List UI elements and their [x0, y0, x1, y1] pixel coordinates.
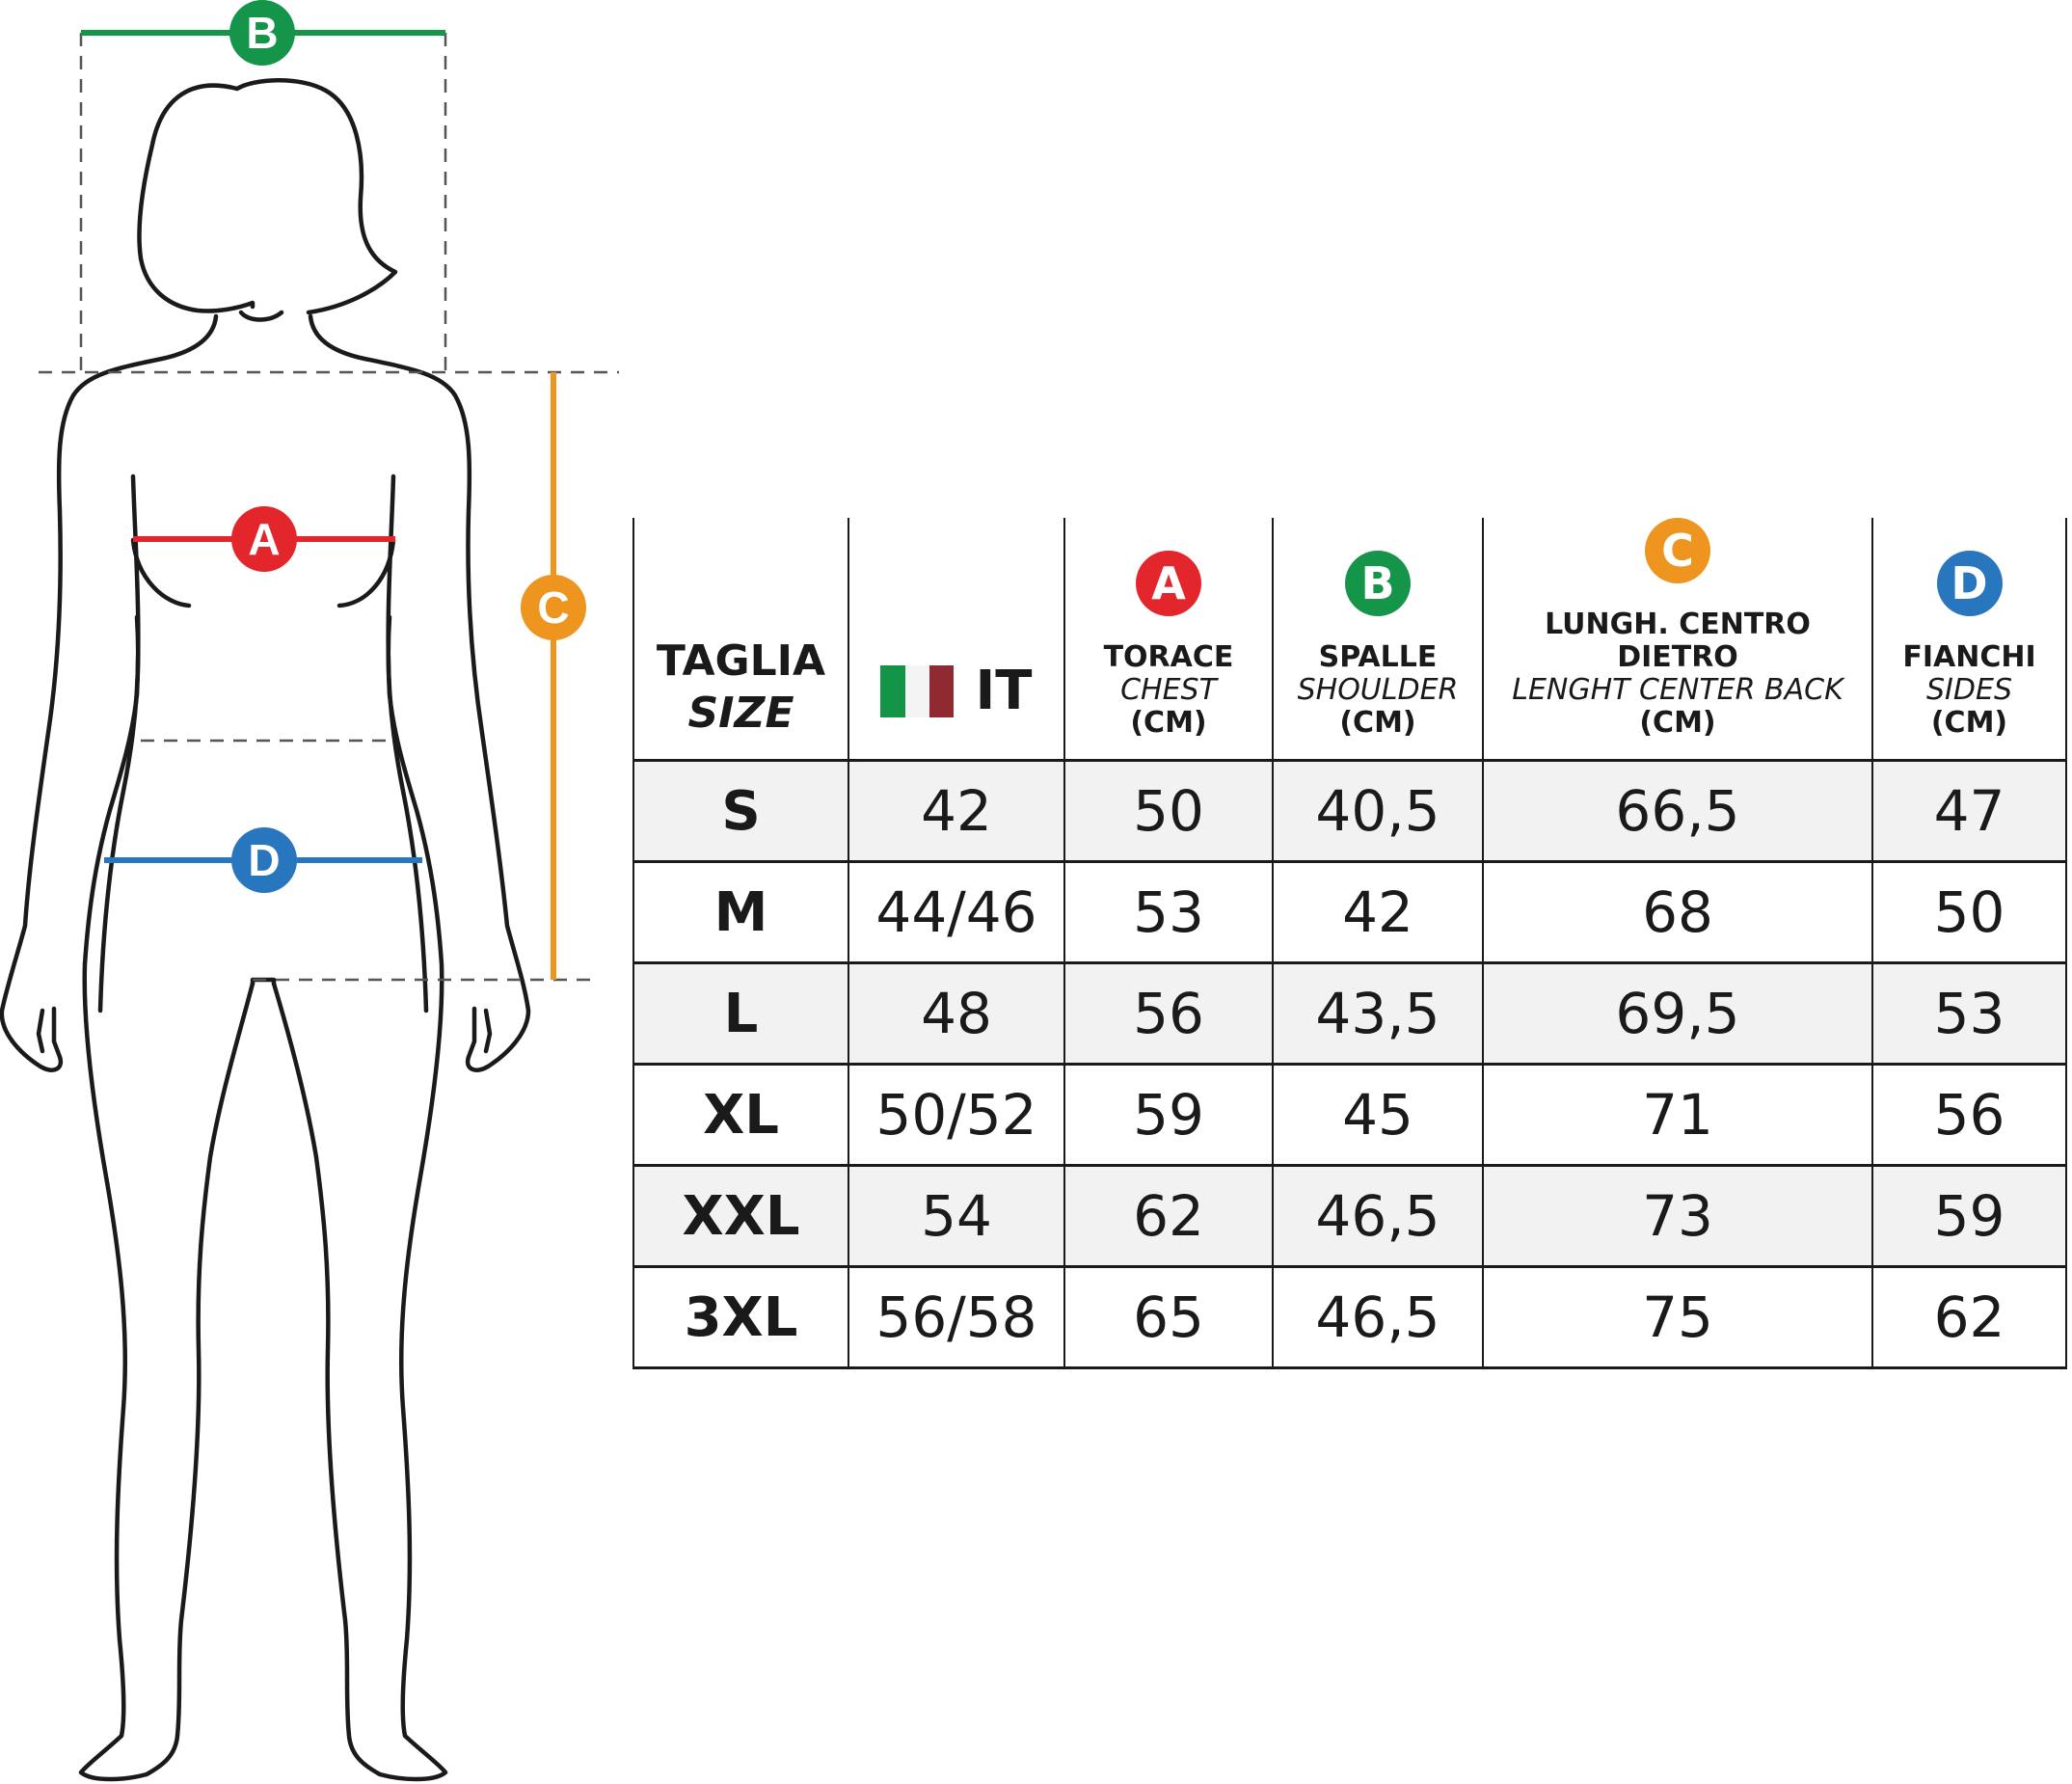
cell-shoulder: 46,5	[1272, 1165, 1484, 1267]
badge-a-figure: A	[231, 506, 297, 572]
cell-it: 48	[848, 962, 1065, 1065]
table-row: XXL 54 62 46,5 73 59	[632, 1165, 2067, 1267]
cell-chest: 62	[1063, 1165, 1274, 1267]
badge-c-header: C	[1645, 518, 1710, 583]
cell-size: XL	[632, 1064, 849, 1166]
guide-lines	[39, 33, 619, 982]
badge-b-figure: B	[229, 0, 295, 66]
badge-c-figure: C	[521, 575, 586, 640]
cell-length: 68	[1482, 861, 1873, 963]
arm-inner-left	[97, 614, 141, 1014]
size-chart-table: TAGLIA SIZE IT A TORACE CHEST (CM) B SP	[632, 518, 2067, 1369]
cell-shoulder: 40,5	[1272, 760, 1484, 862]
table-row: M 44/46 53 42 68 50	[632, 861, 2067, 963]
badge-b-header: B	[1345, 551, 1411, 616]
header-size-main: TAGLIA	[656, 636, 826, 686]
table-row: 3XL 56/58 65 46,5 75 62	[632, 1266, 2067, 1368]
cell-sides: 53	[1871, 962, 2067, 1065]
cell-chest: 56	[1063, 962, 1274, 1065]
bust-right	[336, 537, 396, 608]
cell-it: 56/58	[848, 1266, 1065, 1368]
cell-it: 42	[848, 760, 1065, 862]
cell-length: 69,5	[1482, 962, 1873, 1065]
cell-sides: 56	[1871, 1064, 2067, 1166]
cell-length: 71	[1482, 1064, 1873, 1166]
header-sides-english: SIDES	[1926, 673, 2012, 707]
header-shoulder-unit: (CM)	[1339, 706, 1416, 740]
header-length-main: LUNGH. CENTRO DIETRO	[1545, 608, 1811, 674]
header-size: TAGLIA SIZE	[632, 518, 849, 761]
cell-size: 3XL	[632, 1266, 849, 1368]
header-it: IT	[848, 518, 1065, 761]
chin	[238, 310, 284, 322]
cell-length: 75	[1482, 1266, 1873, 1368]
badge-a-letter: A	[248, 514, 280, 564]
arm-inner-right	[386, 614, 429, 1014]
cell-sides: 59	[1871, 1165, 2067, 1267]
head-outline	[137, 78, 398, 315]
header-shoulder-main: SPALLE	[1318, 640, 1438, 674]
header-chest-english: CHEST	[1120, 673, 1217, 707]
cell-length: 73	[1482, 1165, 1873, 1267]
header-sides-main: FIANCHI	[1902, 640, 2036, 674]
header-it-label: IT	[975, 660, 1033, 722]
torso-right	[271, 473, 448, 1782]
cell-sides: 62	[1871, 1266, 2067, 1368]
torso-left	[78, 473, 256, 1782]
header-shoulder-english: SHOULDER	[1297, 673, 1459, 707]
cell-shoulder: 43,5	[1272, 962, 1484, 1065]
cell-chest: 59	[1063, 1064, 1274, 1166]
table-header-row: TAGLIA SIZE IT A TORACE CHEST (CM) B SP	[632, 518, 2067, 761]
header-length-english: LENGHT CENTER BACK	[1512, 673, 1843, 707]
header-chest: A TORACE CHEST (CM)	[1063, 518, 1274, 761]
cell-shoulder: 42	[1272, 861, 1484, 963]
cell-chest: 65	[1063, 1266, 1274, 1368]
header-length-unit: (CM)	[1639, 706, 1716, 740]
left-side-outline	[0, 313, 219, 1072]
cell-size: XXL	[632, 1165, 849, 1267]
header-length: C LUNGH. CENTRO DIETRO LENGHT CENTER BAC…	[1482, 518, 1873, 761]
badge-d-figure: D	[231, 827, 297, 893]
body-measurement-figure: B A C D	[0, 0, 619, 1782]
cell-shoulder: 45	[1272, 1064, 1484, 1166]
cell-it: 54	[848, 1165, 1065, 1267]
cell-sides: 47	[1871, 760, 2067, 862]
cell-it: 44/46	[848, 861, 1065, 963]
bust-left	[130, 537, 192, 608]
cell-size: S	[632, 760, 849, 862]
badge-d-letter: D	[248, 835, 280, 885]
table-row: XL 50/52 59 45 71 56	[632, 1064, 2067, 1166]
badge-c-letter: C	[537, 582, 569, 633]
table-row: S 42 50 40,5 66,5 47	[632, 760, 2067, 862]
cell-length: 66,5	[1482, 760, 1873, 862]
header-size-english: SIZE	[687, 689, 794, 738]
cell-size: L	[632, 962, 849, 1065]
header-shoulder: B SPALLE SHOULDER (CM)	[1272, 518, 1484, 761]
header-chest-unit: (CM)	[1130, 706, 1207, 740]
badge-b-letter: B	[246, 8, 278, 58]
badge-d-header: D	[1936, 551, 2003, 616]
header-sides-unit: (CM)	[1930, 706, 2008, 740]
cell-chest: 53	[1063, 861, 1274, 963]
header-chest-main: TORACE	[1103, 640, 1234, 674]
cell-chest: 50	[1063, 760, 1274, 862]
cell-size: M	[632, 861, 849, 963]
cell-sides: 50	[1871, 861, 2067, 963]
header-sides: D FIANCHI SIDES (CM)	[1871, 518, 2067, 761]
italy-flag-icon	[880, 664, 955, 717]
cell-shoulder: 46,5	[1272, 1266, 1484, 1368]
right-side-outline	[308, 313, 531, 1072]
badge-a-header: A	[1136, 551, 1201, 616]
cell-it: 50/52	[848, 1064, 1065, 1166]
table-row: L 48 56 43,5 69,5 53	[632, 962, 2067, 1065]
